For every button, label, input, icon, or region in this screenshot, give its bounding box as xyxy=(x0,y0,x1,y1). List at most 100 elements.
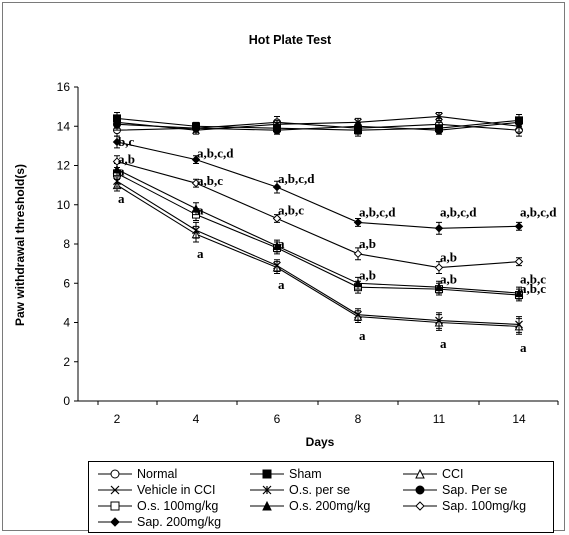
x-tick-label: 6 xyxy=(274,412,281,426)
series-10 xyxy=(112,135,524,235)
legend-swatch xyxy=(403,468,437,479)
series-line xyxy=(116,121,520,131)
legend-label: CCI xyxy=(442,467,464,481)
series-5 xyxy=(113,112,523,135)
legend-item: Sap. 100mg/kg xyxy=(402,497,526,515)
series-line xyxy=(116,141,520,229)
legend-swatch-marker xyxy=(110,517,120,527)
significance-label: a xyxy=(197,203,204,218)
data-point xyxy=(191,155,201,164)
data-point xyxy=(435,112,443,121)
data-point xyxy=(435,126,443,135)
legend-swatch xyxy=(98,469,132,479)
legend-swatch xyxy=(250,485,284,495)
data-point xyxy=(112,157,122,166)
legend-swatch-marker xyxy=(110,485,120,495)
significance-label: a,b,c xyxy=(197,173,223,188)
significance-label: a,b,c xyxy=(520,271,546,286)
legend-swatch xyxy=(98,501,132,511)
y-tick-label: 6 xyxy=(63,276,70,290)
legend-swatch xyxy=(250,500,284,511)
data-point xyxy=(353,218,363,227)
data-point xyxy=(514,288,524,298)
series-line xyxy=(116,184,520,327)
significance-label: a,b,c,d xyxy=(440,205,477,220)
series-line xyxy=(116,172,520,296)
significance-label: a,b xyxy=(359,267,376,282)
legend-swatch xyxy=(403,485,437,495)
significance-label: a xyxy=(359,328,366,343)
data-point xyxy=(515,118,523,127)
series-line xyxy=(116,115,520,131)
legend-label: Sap. 200mg/kg xyxy=(137,515,222,529)
legend-label: Sap. Per se xyxy=(442,483,508,497)
significance-label: a xyxy=(440,336,447,351)
data-point xyxy=(273,261,281,270)
legend-item: O.s. 100mg/kg xyxy=(97,497,218,515)
series-3 xyxy=(112,178,524,335)
data-point xyxy=(514,222,524,231)
data-point xyxy=(434,224,444,233)
series-6 xyxy=(113,117,523,135)
data-point xyxy=(434,263,444,272)
significance-label: a,b,c,d xyxy=(197,146,234,161)
legend-swatch-marker xyxy=(110,469,120,479)
legend-item: O.s. per se xyxy=(249,481,350,499)
data-point xyxy=(354,310,362,319)
legend-label: O.s. 200mg/kg xyxy=(289,499,371,513)
legend-swatch-marker xyxy=(262,500,272,511)
legend-item: Sap. 200mg/kg xyxy=(97,513,221,531)
legend-item: Vehicle in CCI xyxy=(97,481,216,499)
annotation-layer: b,ca,baaa,b,c,da,b,caaa,b,c,da,b,caaa,b,… xyxy=(118,134,557,355)
y-tick-label: 4 xyxy=(63,316,70,330)
significance-label: a xyxy=(118,163,125,178)
data-point xyxy=(515,320,523,329)
y-tick-label: 0 xyxy=(63,394,70,408)
legend-swatch-marker xyxy=(262,485,272,495)
data-point xyxy=(354,122,362,131)
legend-label: Sap. 100mg/kg xyxy=(442,499,527,513)
data-point xyxy=(112,164,122,174)
significance-label: a,b xyxy=(359,236,376,251)
legend: Normal Sham CCI Vehicle in CCI O.s. per se Sa… xyxy=(88,461,554,533)
data-point xyxy=(113,120,121,129)
legend-item: Sham xyxy=(249,465,322,483)
series-9 xyxy=(112,155,524,274)
data-point xyxy=(272,182,282,192)
data-point xyxy=(435,316,443,325)
legend-label: Vehicle in CCI xyxy=(137,483,216,497)
series-layer xyxy=(112,112,524,335)
y-tick-label: 10 xyxy=(57,198,71,212)
x-tick-label: 11 xyxy=(433,412,446,426)
series-7 xyxy=(113,166,523,302)
legend-item: Normal xyxy=(97,465,177,483)
significance-label: a,b,c,d xyxy=(359,205,396,220)
x-tick-label: 4 xyxy=(193,412,200,426)
y-tick-label: 14 xyxy=(57,119,71,133)
data-point xyxy=(192,124,200,133)
data-point xyxy=(192,226,200,235)
series-2 xyxy=(113,112,523,137)
legend-label: Sham xyxy=(289,467,322,481)
significance-label: a xyxy=(278,236,285,251)
significance-label: a,b,c xyxy=(278,203,304,218)
legend-swatch xyxy=(98,517,132,527)
data-point xyxy=(434,282,444,292)
legend-swatch xyxy=(403,501,437,511)
series-line xyxy=(116,168,520,294)
legend-item: O.s. 200mg/kg xyxy=(249,497,370,515)
x-tick-label: 8 xyxy=(355,412,362,426)
legend-label: Normal xyxy=(137,467,178,481)
significance-label: a xyxy=(118,191,125,206)
x-tick-label: 2 xyxy=(114,412,121,426)
significance-label: b,c xyxy=(118,134,134,149)
y-axis-title: Paw withdrawal threshold(s) xyxy=(13,164,27,326)
chart-title: Hot Plate Test xyxy=(249,33,332,47)
data-point xyxy=(353,278,363,288)
data-point xyxy=(272,241,282,250)
series-8 xyxy=(112,163,524,300)
significance-label: a,b xyxy=(440,250,457,265)
significance-label: a,b,c xyxy=(520,281,546,296)
series-line xyxy=(116,180,520,326)
